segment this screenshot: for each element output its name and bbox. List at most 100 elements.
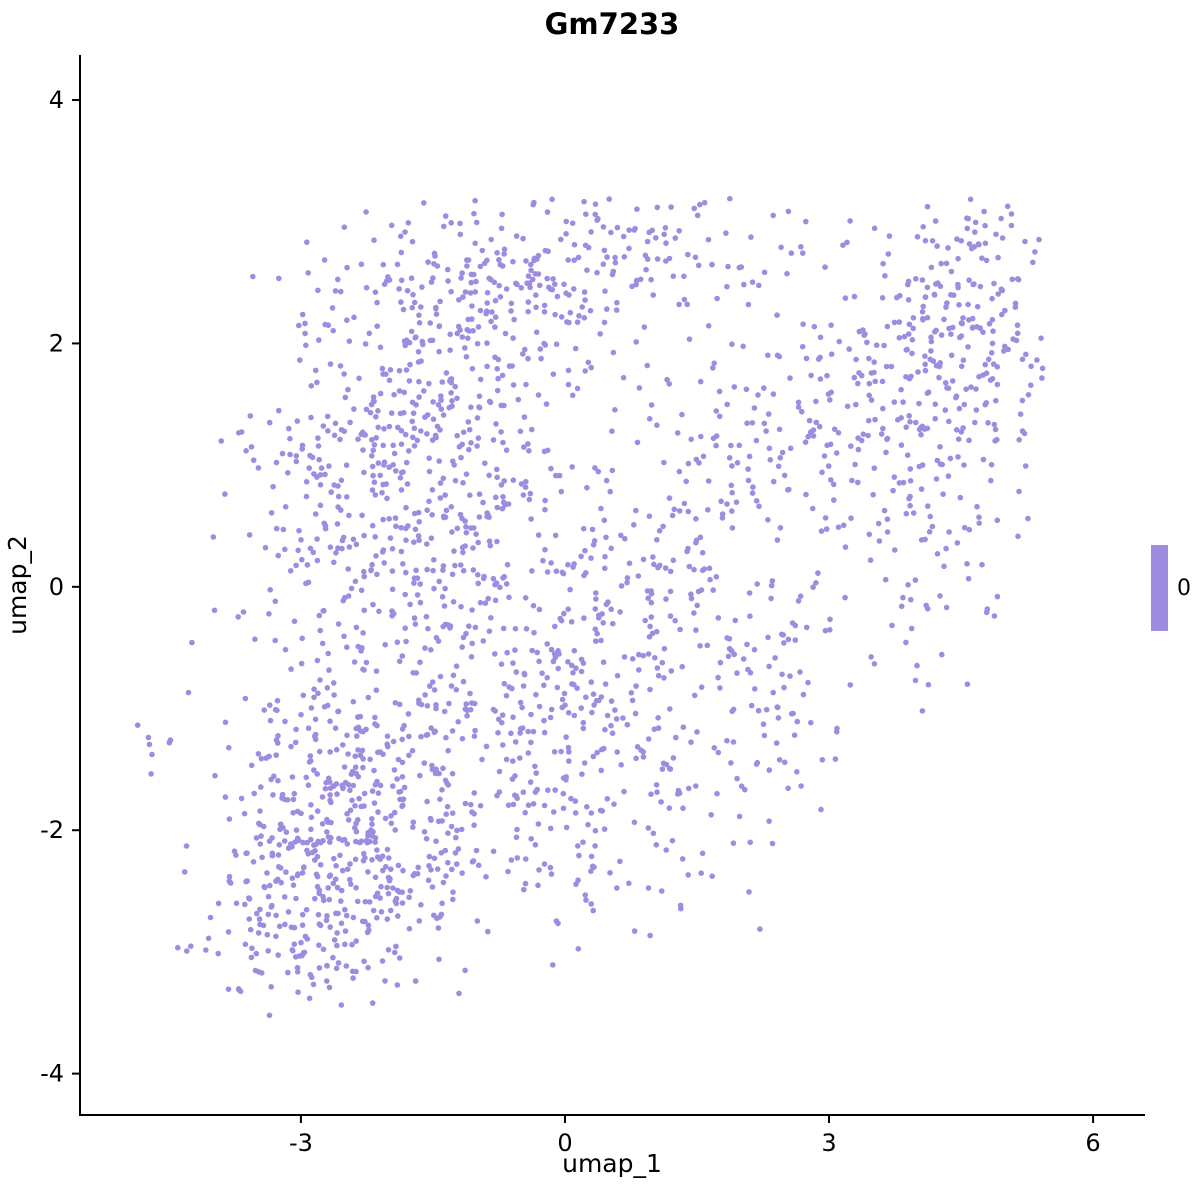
data-point <box>655 715 661 721</box>
data-point <box>445 278 451 284</box>
data-point <box>662 565 669 571</box>
data-point <box>335 545 341 551</box>
data-point <box>472 197 478 204</box>
data-point <box>822 264 828 270</box>
data-point <box>422 414 428 421</box>
data-point <box>334 884 341 891</box>
data-point <box>609 467 616 474</box>
data-point <box>522 880 529 887</box>
data-point <box>247 926 254 933</box>
data-point <box>576 852 582 859</box>
data-point <box>367 756 373 763</box>
data-point <box>882 576 889 583</box>
data-point <box>760 721 767 727</box>
data-point <box>634 744 641 750</box>
data-point <box>510 801 517 808</box>
data-point <box>548 871 555 877</box>
data-point <box>211 607 218 614</box>
data-point <box>658 888 665 894</box>
data-point <box>694 729 700 735</box>
data-point <box>497 584 503 591</box>
data-point <box>753 498 760 504</box>
data-point <box>651 726 658 732</box>
data-point <box>308 414 314 421</box>
data-point <box>676 468 683 475</box>
legend: 0 <box>1151 545 1191 631</box>
data-point <box>375 408 381 414</box>
data-point <box>226 873 233 880</box>
data-point <box>396 789 402 795</box>
data-point <box>602 565 608 572</box>
data-point <box>273 525 280 532</box>
data-point <box>307 452 313 459</box>
data-point <box>705 323 712 329</box>
data-point <box>571 257 577 264</box>
data-point <box>316 337 322 343</box>
data-point <box>711 360 717 367</box>
data-point <box>572 810 579 816</box>
data-point <box>482 460 488 467</box>
data-point <box>475 572 481 578</box>
data-point <box>469 607 475 613</box>
data-point <box>598 746 605 753</box>
data-point <box>418 428 424 434</box>
data-point <box>333 910 339 917</box>
data-point <box>582 368 588 374</box>
data-point <box>663 847 669 853</box>
data-point <box>529 568 535 574</box>
data-point <box>522 346 528 353</box>
data-point <box>306 465 313 471</box>
data-point <box>999 287 1006 294</box>
data-point <box>285 909 292 915</box>
data-point <box>246 916 252 922</box>
data-point <box>571 241 578 248</box>
data-point <box>257 808 263 814</box>
data-point <box>388 866 394 872</box>
data-point <box>1010 336 1016 342</box>
data-point <box>308 705 315 711</box>
data-point <box>644 362 651 369</box>
data-point <box>789 620 796 626</box>
data-point <box>666 495 673 501</box>
data-point <box>267 587 274 593</box>
data-point <box>498 661 505 667</box>
data-point <box>726 455 733 461</box>
data-point <box>379 958 386 964</box>
data-point <box>770 689 776 696</box>
data-point <box>312 367 319 374</box>
data-point <box>373 414 379 420</box>
data-point <box>680 724 687 730</box>
data-point <box>719 515 726 521</box>
data-point <box>749 279 756 286</box>
data-point <box>267 882 273 889</box>
data-point <box>334 521 341 527</box>
data-point <box>358 587 365 594</box>
data-point <box>509 363 515 369</box>
data-point <box>510 335 516 341</box>
data-point <box>922 237 929 244</box>
data-point <box>644 588 651 594</box>
data-point <box>744 641 750 648</box>
data-point <box>976 373 982 380</box>
data-point <box>563 231 569 237</box>
data-point <box>510 714 516 720</box>
data-point <box>460 429 467 436</box>
data-point <box>948 352 955 359</box>
data-point <box>744 420 750 427</box>
data-point <box>1028 382 1034 389</box>
data-point <box>561 610 567 617</box>
data-point <box>390 442 397 449</box>
data-point <box>342 941 348 948</box>
data-point <box>594 217 600 223</box>
data-point <box>818 528 825 534</box>
data-point <box>872 416 878 423</box>
x-tick-label: 0 <box>557 1129 572 1157</box>
data-point <box>488 318 494 325</box>
data-point <box>352 803 358 809</box>
data-point <box>1017 411 1024 418</box>
data-point <box>324 978 330 984</box>
data-point <box>269 835 275 841</box>
data-point <box>327 839 333 845</box>
